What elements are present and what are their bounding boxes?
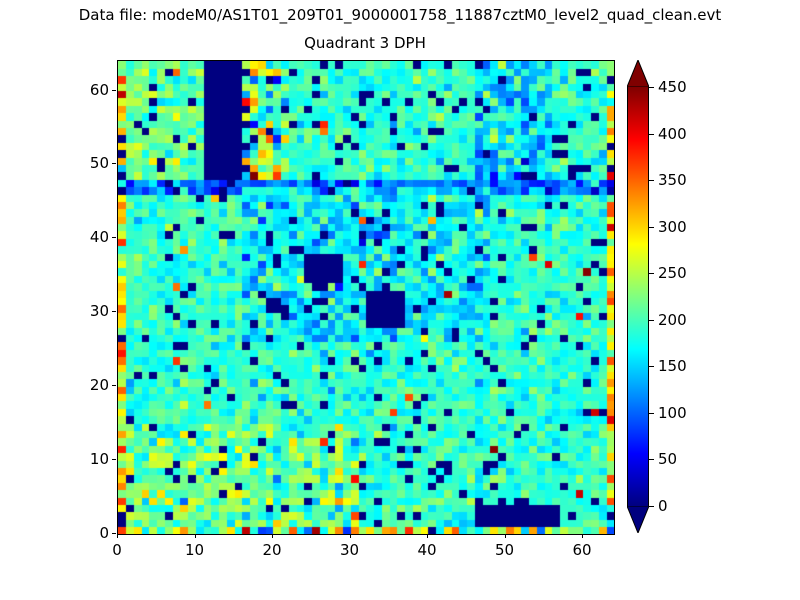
y-tick-label: 50 [89,154,109,173]
y-tick [112,89,116,91]
y-tick-label: 60 [89,80,109,99]
x-tick [427,534,428,538]
colorbar-tick [649,412,654,414]
colorbar-tick-label: 300 [658,217,687,236]
colorbar-under-arrow-icon [626,505,650,535]
x-tick [349,534,351,538]
x-tick-label: 30 [339,541,360,559]
y-tick-label: 30 [89,302,109,321]
colorbar-tick [649,180,654,182]
y-tick-label: 10 [89,450,109,469]
x-tick-label: 50 [494,541,515,559]
y-tick-label: 20 [89,376,109,395]
x-tick-label: 60 [572,541,592,559]
colorbar-over-arrow-icon [626,58,650,88]
colorbar-gradient [627,87,649,506]
x-tick [582,534,583,538]
x-tick [272,534,273,538]
y-tick [112,237,116,239]
x-tick-label: 40 [417,541,437,559]
y-tick [112,163,116,165]
colorbar-tick [649,226,654,228]
colorbar-tick-label: 250 [658,264,687,283]
colorbar-tick [649,459,654,461]
y-tick-label: 40 [89,228,109,247]
plot-title: Quadrant 3 DPH [304,34,426,52]
colorbar-tick-label: 150 [658,357,687,376]
y-tick [112,385,116,387]
x-tick-label: 20 [262,541,282,559]
colorbar-tick [649,366,654,368]
heatmap-axes[interactable] [117,60,615,535]
x-tick [504,534,506,538]
colorbar-tick [649,87,654,88]
colorbar-tick-label: 200 [658,310,687,329]
y-tick [112,459,116,461]
colorbar-tick-label: 400 [658,124,687,143]
colorbar-tick-label: 350 [658,171,687,190]
colorbar-tick [649,319,654,321]
data-file-suptitle: Data file: modeM0/AS1T01_209T01_90000017… [78,6,722,24]
colorbar-tick [649,506,654,507]
colorbar-tick-label: 0 [658,497,668,515]
x-tick-label: 0 [112,541,122,559]
colorbar-tick-label: 100 [658,403,687,422]
x-tick-label: 10 [184,541,205,559]
y-tick [112,311,116,313]
x-tick [194,534,196,538]
colorbar-tick [649,133,654,135]
y-tick [112,533,116,534]
colorbar-tick-label: 50 [658,450,678,469]
y-tick-label: 0 [99,524,109,542]
colorbar-tick-label: 450 [658,78,687,96]
x-tick [117,534,118,538]
colorbar[interactable]: 0 50 100 150 200 250 300 350 400 450 [626,58,687,535]
heatmap-image[interactable] [118,61,614,534]
colorbar-tick [649,273,654,275]
